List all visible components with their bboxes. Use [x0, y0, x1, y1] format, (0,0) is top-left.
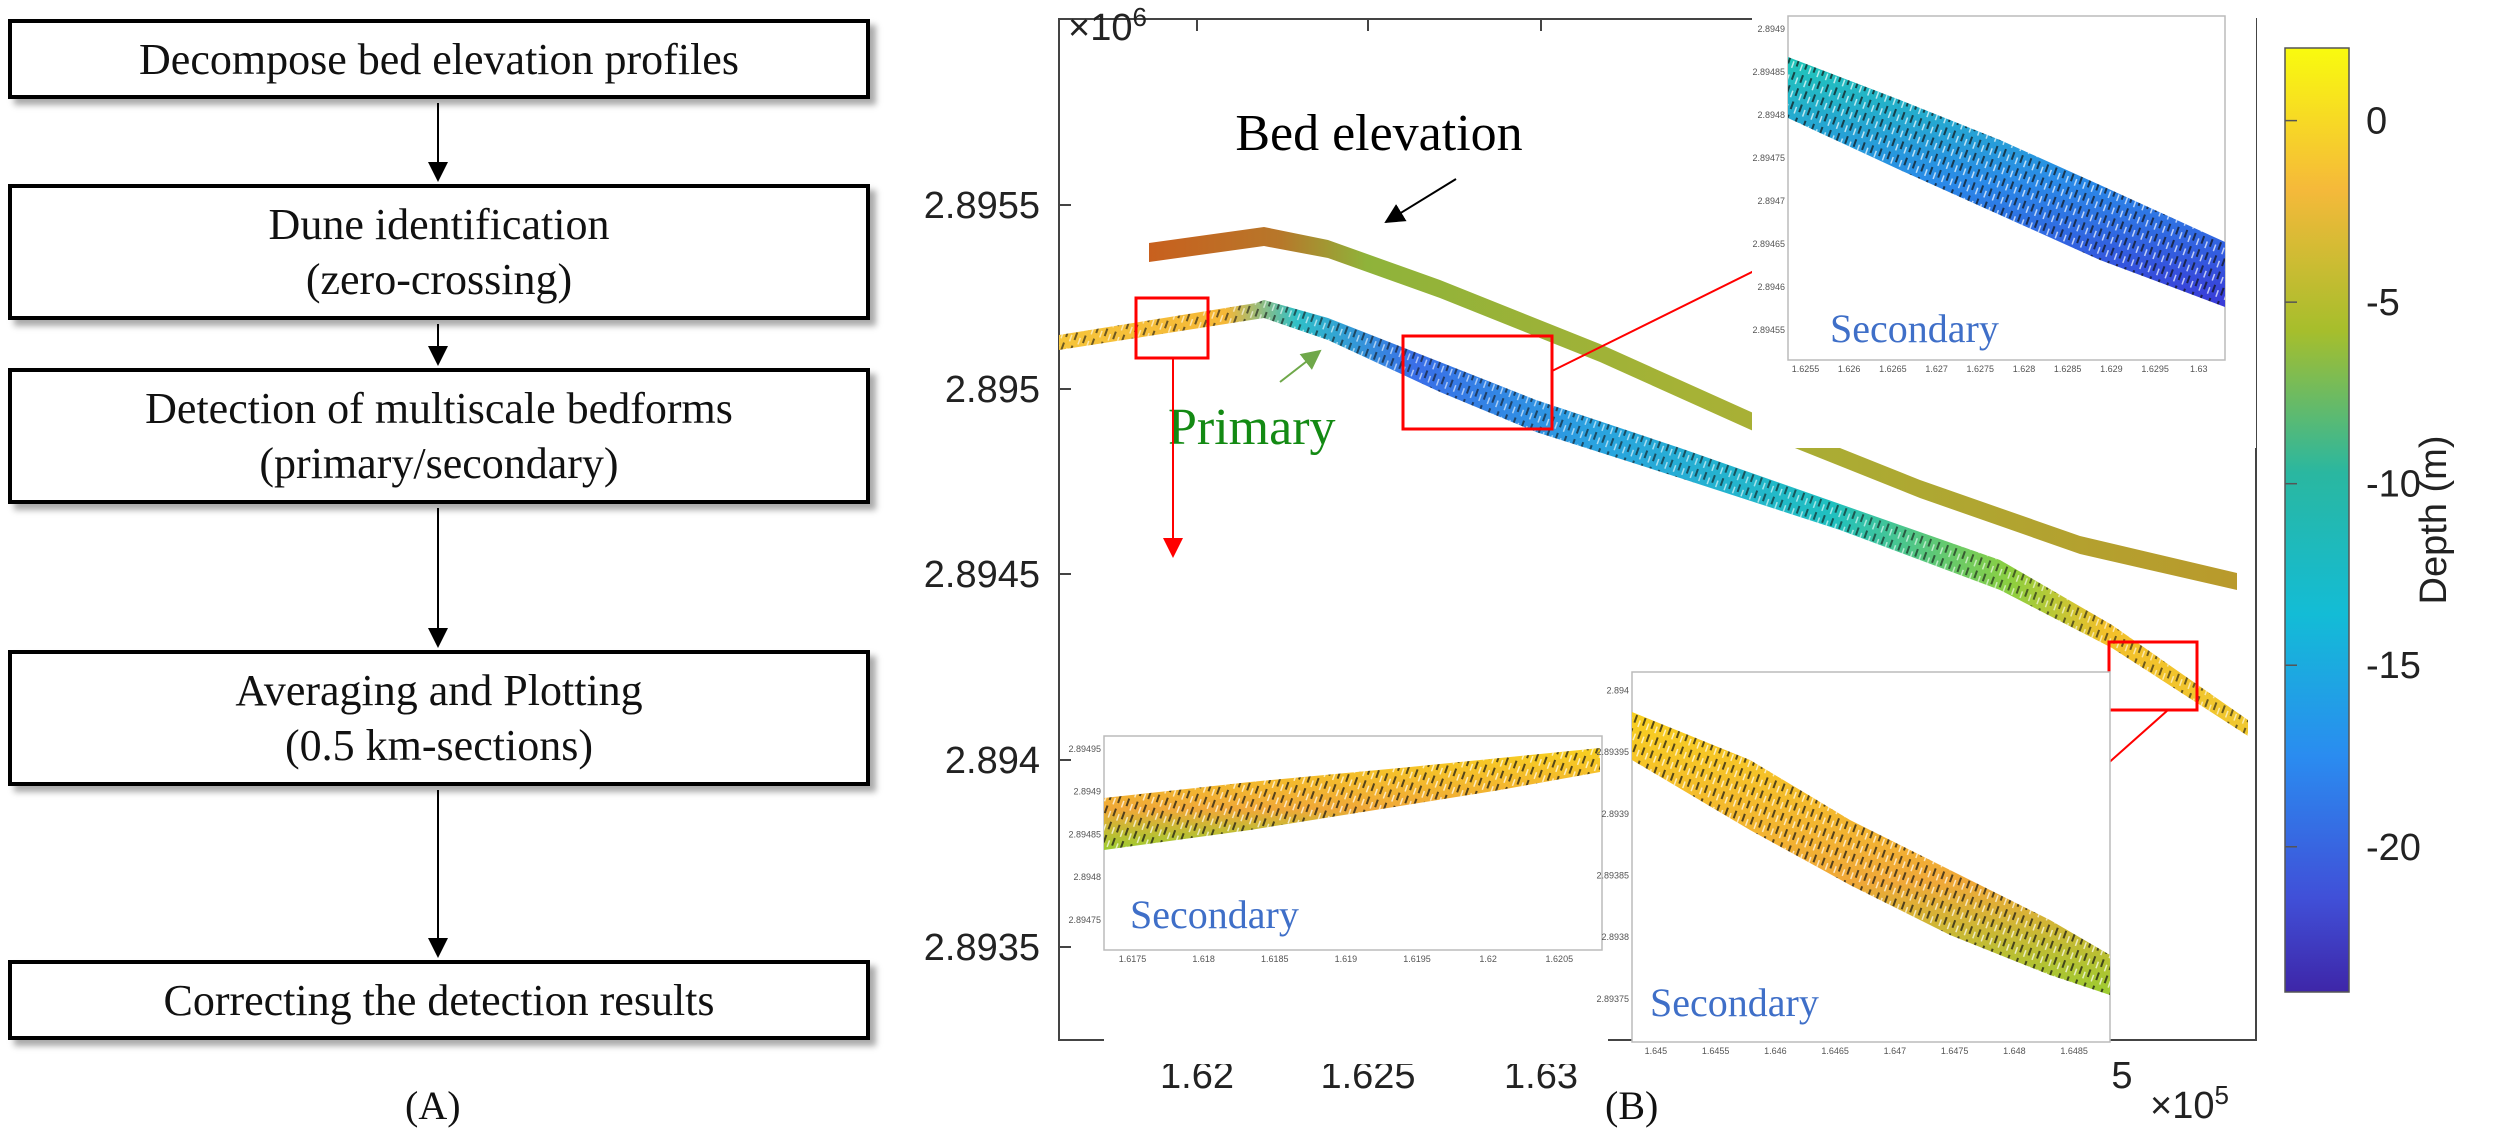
secondary-label: Secondary	[1130, 892, 1299, 937]
inset-x-tick-label: 1.62	[1479, 954, 1497, 964]
inset-x-tick-label: 1.619	[1335, 954, 1358, 964]
step-correcting: Correcting the detection results	[8, 960, 870, 1040]
inset-y-tick-label: 2.89465	[1752, 239, 1785, 249]
step-text: Correcting the detection results	[163, 975, 715, 1025]
panel-label-a: (A)	[405, 1083, 461, 1128]
inset-x-tick-label: 1.6475	[1941, 1046, 1969, 1056]
inset-x-tick-label: 1.618	[1192, 954, 1215, 964]
bed-elevation-label: Bed elevation	[1235, 105, 1522, 162]
inset-y-tick-label: 2.8938	[1601, 932, 1629, 942]
primary-arrow	[1279, 349, 1322, 383]
inset-x-tick-label: 1.646	[1764, 1046, 1787, 1056]
inset-y-tick-label: 2.8946	[1757, 282, 1785, 292]
inset-y-tick-label: 2.8939	[1601, 809, 1629, 819]
inset-x-tick-label: 1.6195	[1403, 954, 1431, 964]
inset-secondary-upper: Secondary 2.8949 2.89485 2.8948 2.89475 2.89…	[1752, 0, 2256, 448]
step-subtext: (zero-crossing)	[305, 255, 573, 304]
inset-secondary-left: Secondary 2.89495 2.8949 2.89485 2.8948 2.89…	[1068, 735, 1608, 1064]
step-subtext: (primary/secondary)	[259, 439, 619, 488]
panel-label-b: (B)	[1605, 1083, 1659, 1128]
step-subtext: (0.5 km-sections)	[285, 721, 593, 770]
y-tick-label: 2.8955	[924, 185, 1040, 227]
inset-x-tick-label: 1.648	[2003, 1046, 2026, 1056]
inset-y-tick-label: 2.89475	[1068, 915, 1101, 925]
step-text: Averaging and Plotting	[235, 666, 643, 715]
y-tick-label: 2.895	[945, 369, 1040, 411]
inset-x-tick-label: 1.63	[2190, 364, 2208, 374]
y-exponent: ×106	[1068, 2, 1147, 49]
inset-y-tick-label: 2.89485	[1068, 829, 1101, 839]
colorbar-tick-label: -5	[2366, 282, 2400, 324]
inset-x-tick-label: 1.626	[1838, 364, 1861, 374]
inset-x-tick-label: 1.647	[1884, 1046, 1907, 1056]
inset-y-tick-label: 2.89455	[1752, 325, 1785, 335]
y-tick-label: 2.894	[945, 740, 1040, 782]
y-tick-label: 2.8945	[924, 554, 1040, 596]
colorbar-tick-label: -20	[2366, 827, 2421, 869]
inset-x-tick-label: 1.6285	[2054, 364, 2082, 374]
step-averaging: Averaging and Plotting (0.5 km-sections)	[8, 650, 870, 786]
step-text: Detection of multiscale bedforms	[145, 384, 733, 433]
bed-arrow	[1384, 178, 1457, 224]
colorbar-tick-label: -10	[2366, 464, 2421, 506]
colorbar	[2284, 47, 2350, 993]
inset-y-tick-label: 2.8948	[1757, 110, 1785, 120]
primary-label: Primary	[1168, 399, 1336, 456]
secondary-label: Secondary	[1650, 980, 1819, 1025]
bed-elevation-band	[1149, 227, 2237, 590]
inset-x-tick-label: 1.6205	[1546, 954, 1574, 964]
step-dune-identification: Dune identification (zero-crossing)	[8, 184, 870, 320]
step-decompose: Decompose bed elevation profiles	[8, 19, 870, 99]
inset-x-tick-label: 1.6175	[1119, 954, 1147, 964]
inset-x-tick-label: 1.6275	[1967, 364, 1995, 374]
inset-y-tick-label: 2.89495	[1068, 744, 1101, 754]
inset-y-tick-label: 2.8948	[1073, 872, 1101, 882]
x-tick-label: 5	[2111, 1055, 2132, 1097]
inset-y-tick-label: 2.89475	[1752, 153, 1785, 163]
inset-x-tick-label: 1.6265	[1879, 364, 1907, 374]
inset-x-tick-label: 1.6255	[1792, 364, 1820, 374]
inset-x-tick-label: 1.6185	[1261, 954, 1289, 964]
inset-x-tick-label: 1.645	[1645, 1046, 1668, 1056]
step-detection: Detection of multiscale bedforms (primary…	[8, 368, 870, 504]
inset-y-tick-label: 2.89485	[1752, 67, 1785, 77]
inset-x-tick-label: 1.6465	[1821, 1046, 1849, 1056]
step-text: Decompose bed elevation profiles	[139, 34, 739, 84]
inset-y-tick-label: 2.8949	[1757, 24, 1785, 34]
inset-x-tick-label: 1.6485	[2060, 1046, 2088, 1056]
inset-x-tick-label: 1.628	[2013, 364, 2036, 374]
step-text: Dune identification	[268, 200, 610, 249]
inset-x-tick-label: 1.6295	[2141, 364, 2169, 374]
inset-y-tick-label: 2.89395	[1596, 747, 1629, 757]
colorbar-tick-label: -15	[2366, 645, 2421, 687]
inset-y-tick-label: 2.894	[1606, 686, 1629, 696]
inset-x-tick-label: 1.6455	[1702, 1046, 1730, 1056]
y-tick-label: 2.8935	[924, 927, 1040, 969]
inset-y-tick-label: 2.8949	[1073, 787, 1101, 797]
inset-y-tick-label: 2.8947	[1757, 196, 1785, 206]
x-exponent: ×105	[2150, 1080, 2229, 1127]
inset-y-tick-label: 2.89375	[1596, 994, 1629, 1004]
colorbar-tick-label: 0	[2366, 101, 2387, 143]
inset-x-tick-label: 1.627	[1925, 364, 1948, 374]
colorbar-label: Depth (m)	[2413, 436, 2455, 605]
inset-secondary-right: Secondary 2.894 2.89395 2.8939 2.89385 2.893…	[1596, 671, 2111, 1072]
inset-x-tick-label: 1.629	[2100, 364, 2123, 374]
inset-y-tick-label: 2.89385	[1596, 871, 1629, 881]
secondary-label: Secondary	[1830, 306, 1999, 351]
